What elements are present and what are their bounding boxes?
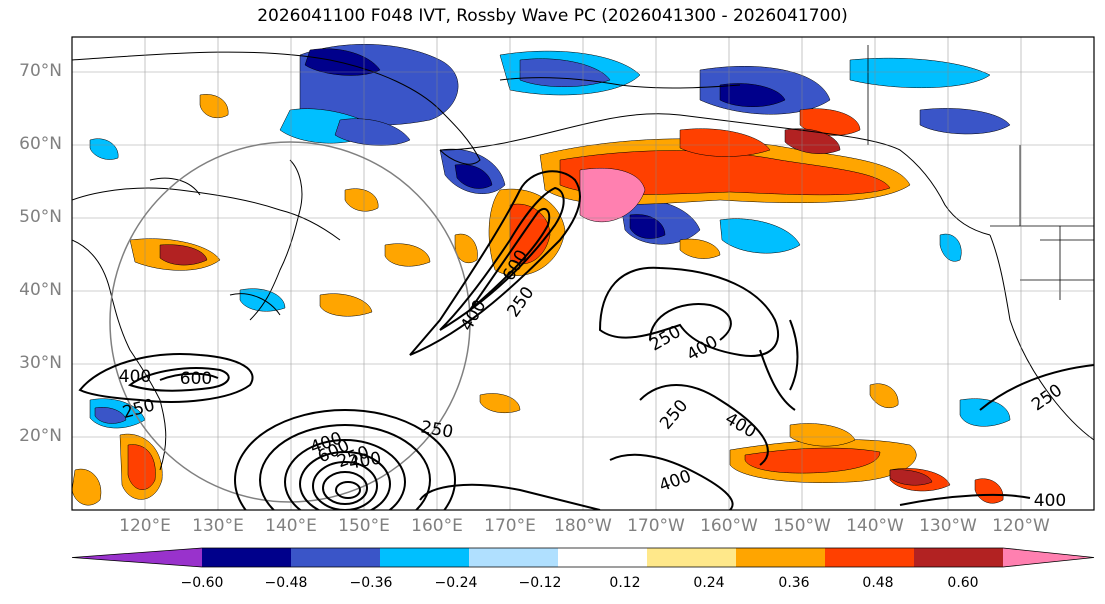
contour-label: 600 bbox=[180, 369, 212, 389]
colorbar-swatch bbox=[736, 548, 826, 567]
lon-label: 120°E bbox=[119, 516, 171, 536]
lon-label: 120°W bbox=[992, 516, 1050, 536]
map-frame bbox=[71, 36, 1095, 511]
colorbar-swatch bbox=[202, 548, 292, 567]
lon-label: 140°E bbox=[265, 516, 317, 536]
colorbar-swatch bbox=[825, 548, 915, 567]
colorbar bbox=[71, 547, 1095, 568]
map-area: 400 600 250 600 400 250 250 400 250 400 … bbox=[72, 37, 1094, 511]
lon-label: 150°E bbox=[338, 516, 390, 536]
colorbar-tick-label: 0.12 bbox=[609, 575, 641, 591]
ivt-contours bbox=[78, 170, 1094, 510]
pc-shading bbox=[72, 44, 1011, 506]
colorbar-swatch bbox=[469, 548, 559, 567]
colorbar-tick-label: −0.12 bbox=[518, 575, 562, 591]
borders bbox=[867, 45, 1094, 300]
map-title: 2026041100 F048 IVT, Rossby Wave PC (202… bbox=[257, 6, 848, 26]
lat-label: 20°N bbox=[19, 426, 62, 446]
colorbar-tick-label: −0.36 bbox=[349, 575, 393, 591]
colorbar-swatch bbox=[291, 548, 381, 567]
lon-label: 140°W bbox=[846, 516, 904, 536]
lon-label: 160°E bbox=[411, 516, 463, 536]
colorbar-swatch bbox=[558, 548, 648, 567]
colorbar-extension-high bbox=[1003, 548, 1094, 567]
colorbar-tick-label: 0.36 bbox=[778, 575, 810, 591]
lon-label: 160°W bbox=[700, 516, 758, 536]
colorbar-swatch bbox=[647, 548, 737, 567]
coastlines bbox=[72, 51, 1094, 471]
lat-label: 60°N bbox=[19, 134, 62, 154]
contour-label: 400 bbox=[119, 367, 151, 387]
lat-label: 30°N bbox=[19, 353, 62, 373]
colorbar-outline bbox=[71, 547, 1095, 568]
colorbar-tick-label: 0.48 bbox=[862, 575, 894, 591]
lat-label: 40°N bbox=[19, 280, 62, 300]
colorbar-tick-label: 0.60 bbox=[947, 575, 979, 591]
contour-label: 400 bbox=[1034, 491, 1066, 511]
lon-label: 170°W bbox=[627, 516, 685, 536]
colorbar-tick-label: 0.24 bbox=[693, 575, 725, 591]
colorbar-tick-label: −0.24 bbox=[434, 575, 478, 591]
lat-label: 70°N bbox=[19, 61, 62, 81]
lon-label: 130°W bbox=[919, 516, 977, 536]
lon-label: 150°W bbox=[773, 516, 831, 536]
lon-label: 180°W bbox=[554, 516, 612, 536]
colorbar-swatch bbox=[380, 548, 470, 567]
lat-label: 50°N bbox=[19, 207, 62, 227]
reference-circle bbox=[109, 141, 471, 503]
colorbar-swatch bbox=[914, 548, 1004, 567]
colorbar-tick-label: −0.48 bbox=[264, 575, 308, 591]
lon-label: 130°E bbox=[192, 516, 244, 536]
colorbar-extension-low bbox=[72, 548, 202, 567]
lon-label: 170°E bbox=[484, 516, 536, 536]
colorbar-tick-label: −0.60 bbox=[180, 575, 224, 591]
